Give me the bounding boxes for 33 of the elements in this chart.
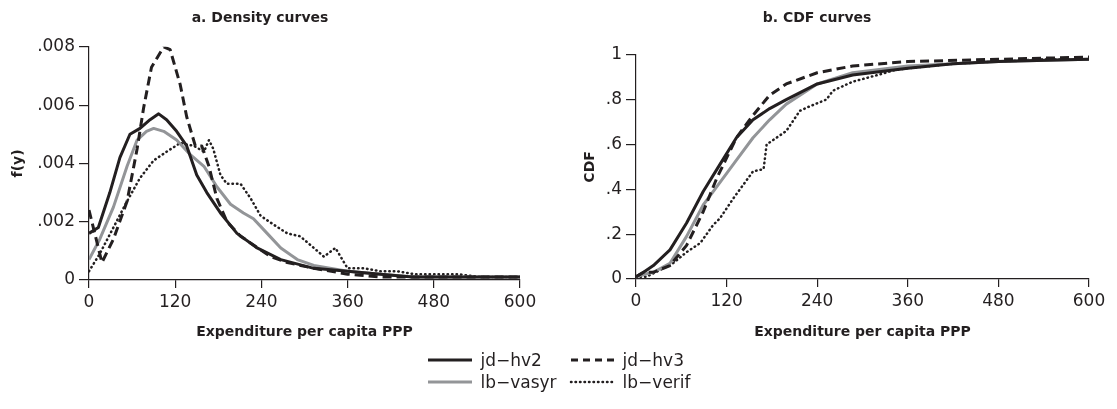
legend-label: lb−verif xyxy=(622,371,691,393)
chart-title: a. Density curves xyxy=(191,9,329,26)
x-tick-label: 240 xyxy=(245,290,278,311)
legend-label: lb−vasyr xyxy=(480,371,557,393)
y-tick-label: .4 xyxy=(605,177,622,198)
y-axis-title: f(y) xyxy=(9,149,26,178)
y-tick-label: 0 xyxy=(64,268,75,289)
y-tick-label: .006 xyxy=(37,93,75,114)
y-tick-label: 0 xyxy=(611,267,622,288)
y-tick-label: .002 xyxy=(37,210,75,231)
x-axis-title: Expenditure per capita PPP xyxy=(754,323,971,340)
x-axis-title: Expenditure per capita PPP xyxy=(196,323,413,340)
x-tick-label: 0 xyxy=(630,289,642,310)
x-tick-label: 360 xyxy=(331,290,364,311)
y-tick-label: .6 xyxy=(605,132,622,153)
x-tick-label: 600 xyxy=(503,290,537,311)
x-tick-label: 120 xyxy=(710,289,743,310)
legend-label: jd−hv3 xyxy=(622,349,684,371)
y-tick-label: .2 xyxy=(605,222,622,243)
legend-label: jd−hv2 xyxy=(480,349,542,371)
y-tick-label: .004 xyxy=(37,151,75,172)
x-tick-label: 600 xyxy=(1072,289,1106,310)
y-tick-label: 1 xyxy=(611,43,622,64)
x-tick-label: 240 xyxy=(800,289,834,310)
x-tick-label: 480 xyxy=(982,289,1015,310)
y-tick-label: .008 xyxy=(37,35,75,56)
chart-title: b. CDF curves xyxy=(762,9,872,26)
x-tick-label: 0 xyxy=(83,290,95,311)
x-tick-label: 360 xyxy=(891,289,925,310)
x-tick-label: 120 xyxy=(158,290,192,311)
y-tick-label: .8 xyxy=(605,88,622,109)
x-tick-label: 480 xyxy=(417,290,451,311)
y-axis-title: CDF xyxy=(581,151,598,183)
